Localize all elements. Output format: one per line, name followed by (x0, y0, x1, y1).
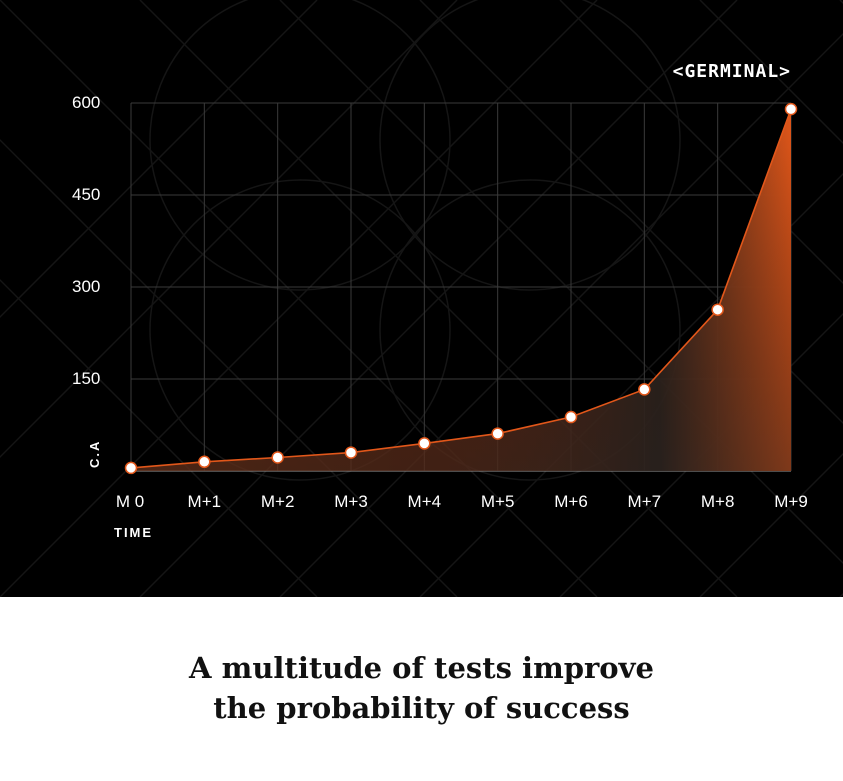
data-point-5 (491, 427, 504, 440)
data-point-3 (344, 446, 358, 459)
caption: A multitude of tests improve the probabi… (0, 648, 843, 728)
y-tick-label: 600 (72, 93, 101, 112)
chart-panel: <GERMINAL> 150 300 450 600 M 0 M+1 M+2 M+3 M+4 M… (0, 0, 843, 597)
series-line (130, 108, 792, 469)
data-point-7 (638, 383, 651, 396)
x-tick-label: M+8 (700, 492, 735, 511)
x-tick-label: M+7 (627, 492, 662, 511)
chart-svg (0, 0, 843, 597)
data-point-4 (418, 437, 431, 450)
data-point-9 (784, 102, 798, 116)
x-tick-label: M+1 (187, 492, 222, 511)
area-layer (130, 108, 792, 471)
x-tick-label: M+5 (480, 492, 515, 511)
data-point-0 (124, 461, 138, 475)
x-tick-label: M+4 (407, 492, 442, 511)
y-tick-label: 150 (72, 369, 101, 388)
data-point-1 (198, 455, 211, 469)
data-point-2 (271, 451, 284, 464)
caption-line-2: the probability of success (213, 691, 630, 725)
points-layer (124, 102, 798, 475)
x-tick-label: M+9 (774, 492, 808, 511)
x-tick-label: M+6 (554, 492, 588, 511)
background-pattern (0, 0, 843, 597)
y-axis-label: C.A (87, 439, 102, 468)
caption-line-1: A multitude of tests improve (189, 651, 654, 685)
x-tick-label: M+3 (334, 492, 368, 511)
y-tick-label: 300 (72, 277, 101, 296)
x-tick-label: M+2 (260, 492, 295, 511)
area-shade (131, 109, 791, 471)
y-tick-label: 450 (72, 185, 101, 204)
x-tick-label: M 0 (115, 492, 145, 511)
brand-logo: <GERMINAL> (672, 61, 791, 82)
data-point-6 (564, 410, 578, 424)
x-axis-label: TIME (114, 525, 154, 540)
data-point-8 (711, 303, 724, 316)
